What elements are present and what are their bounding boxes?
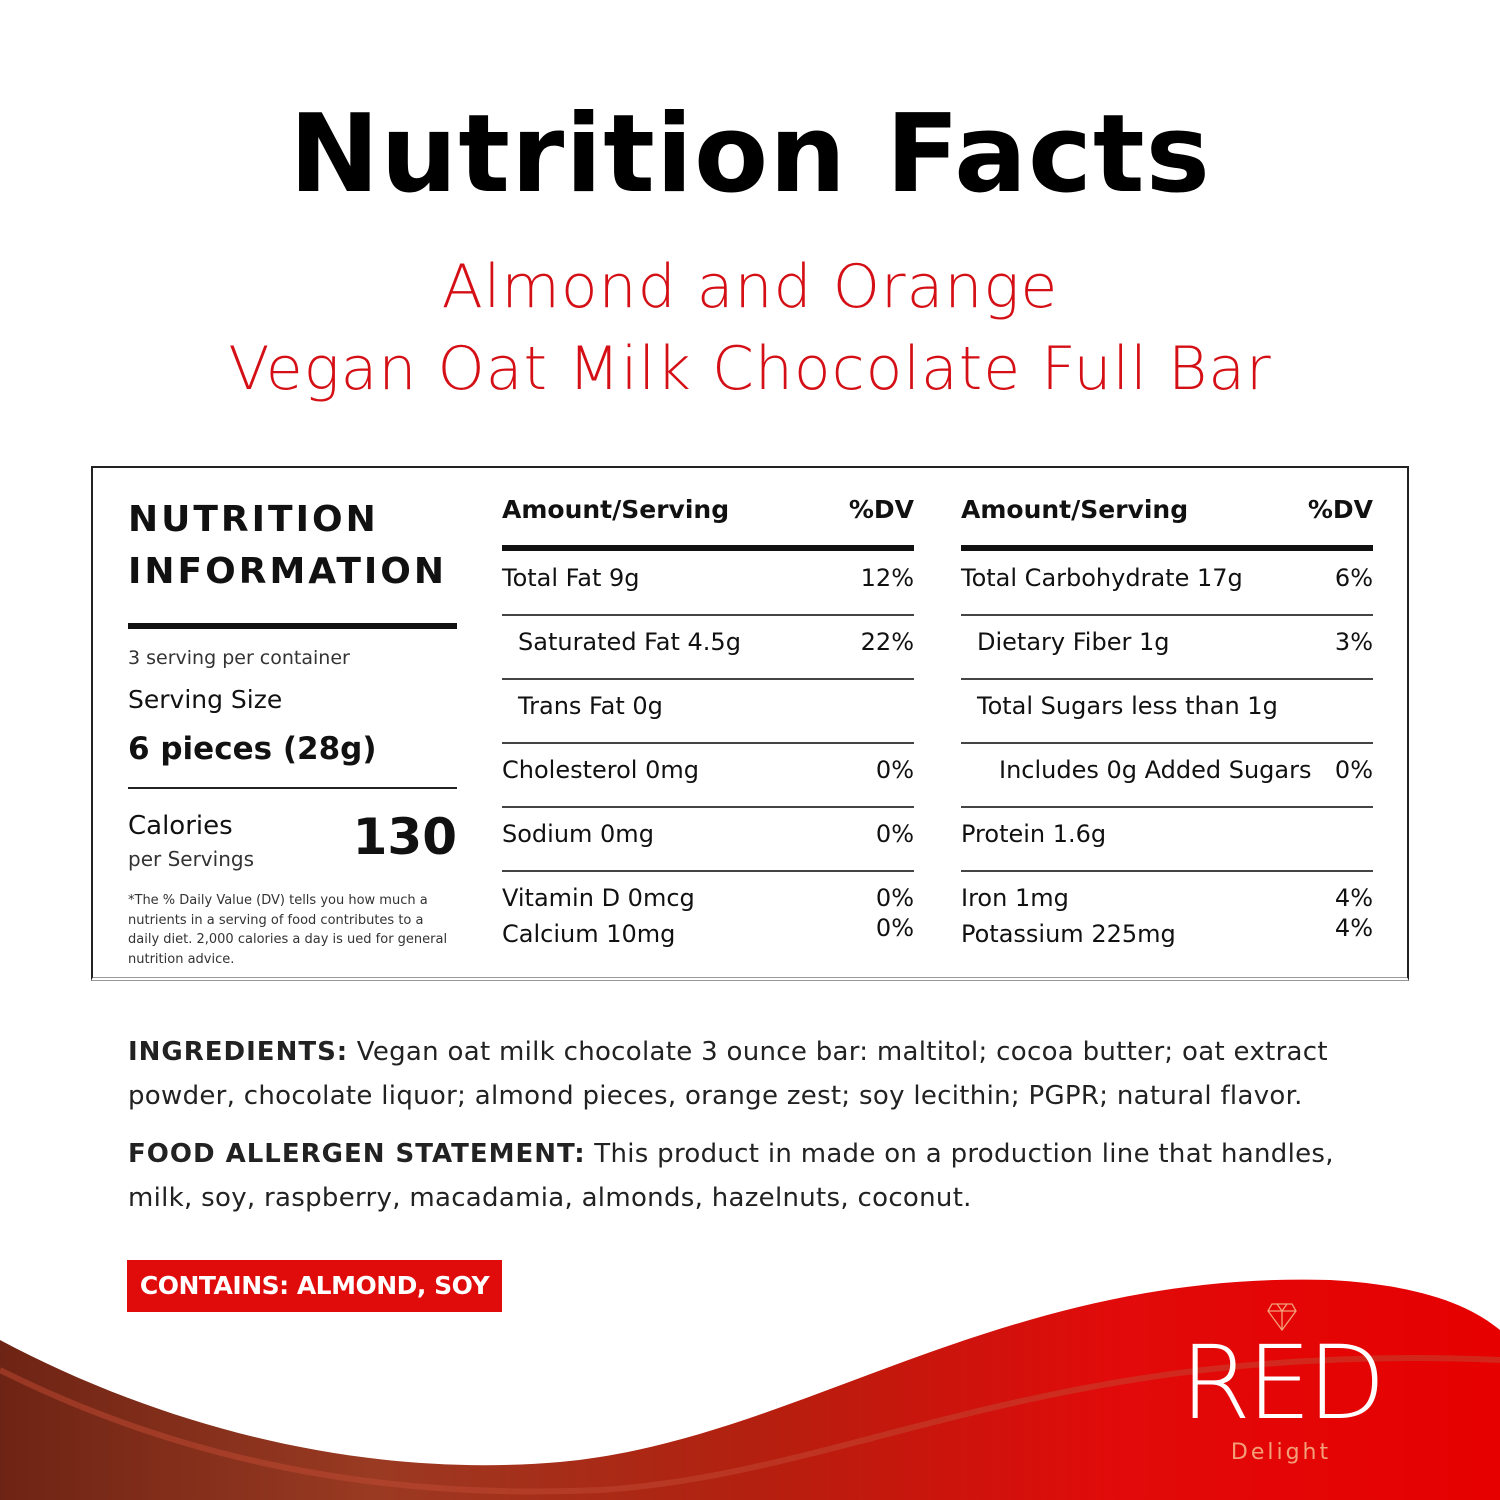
nutrient-label: Total Carbohydrate 17g bbox=[961, 564, 1243, 592]
nutrient-label: Total Fat 9g bbox=[502, 564, 640, 592]
nutrient-dv: 4% bbox=[1334, 914, 1373, 942]
nutrient-dv: 0% bbox=[875, 884, 914, 912]
nutrition-panel bbox=[91, 466, 1409, 981]
nutrient-label: Includes 0g Added Sugars bbox=[999, 756, 1312, 784]
heading-line: INFORMATION bbox=[128, 551, 448, 592]
divider bbox=[961, 806, 1373, 808]
divider bbox=[961, 870, 1373, 872]
divider bbox=[961, 678, 1373, 680]
nutrient-dv: 22% bbox=[860, 628, 914, 656]
nutrient-label: Potassium 225mg bbox=[961, 920, 1176, 948]
nutrient-label: Calcium 10mg bbox=[502, 920, 676, 948]
allergen-text: This product in made on a production lin… bbox=[128, 1139, 1334, 1213]
calories-sublabel: per Servings bbox=[128, 847, 254, 871]
calories-label: Calories bbox=[128, 811, 233, 841]
ingredients-text: Vegan oat milk chocolate 3 ounce bar: ma… bbox=[128, 1037, 1328, 1111]
amount-header: Amount/Serving bbox=[961, 495, 1189, 524]
allergen-statement: FOOD ALLERGEN STATEMENT: This product in… bbox=[128, 1132, 1378, 1220]
diamond-icon bbox=[1267, 1303, 1297, 1332]
servings-per-container: 3 serving per container bbox=[128, 647, 350, 669]
product-flavor: Almond and Orange bbox=[441, 252, 1059, 322]
nutrient-dv: 0% bbox=[875, 914, 914, 942]
contains-badge: CONTAINS: ALMOND, SOY bbox=[127, 1260, 502, 1312]
dv-header: %DV bbox=[848, 495, 914, 524]
nutrient-label: Sodium 0mg bbox=[502, 820, 654, 848]
nutrient-dv: 4% bbox=[1334, 884, 1373, 912]
page-title: Nutrition Facts bbox=[289, 92, 1211, 217]
ingredients: INGREDIENTS: Vegan oat milk chocolate 3 … bbox=[128, 1030, 1378, 1118]
dv-footnote: *The % Daily Value (DV) tells you how mu… bbox=[128, 893, 448, 967]
nutrient-label: Saturated Fat 4.5g bbox=[518, 628, 741, 656]
nutrient-label: Iron 1mg bbox=[961, 884, 1069, 912]
nutrient-label: Cholesterol 0mg bbox=[502, 756, 699, 784]
amount-header: Amount/Serving bbox=[502, 495, 730, 524]
divider bbox=[502, 742, 914, 744]
panel-heading: NUTRITION INFORMATION bbox=[128, 494, 447, 598]
nutrient-label: Protein 1.6g bbox=[961, 820, 1107, 848]
divider bbox=[128, 623, 457, 629]
divider bbox=[502, 678, 914, 680]
nutrient-dv: 0% bbox=[875, 820, 914, 848]
divider bbox=[128, 787, 457, 789]
calories-value: 130 bbox=[352, 808, 457, 866]
brand-tagline: Delight bbox=[1230, 1440, 1332, 1465]
allergen-label: FOOD ALLERGEN STATEMENT: bbox=[128, 1139, 586, 1169]
heading-line: NUTRITION bbox=[128, 499, 379, 540]
ingredients-label: INGREDIENTS: bbox=[128, 1037, 349, 1067]
divider bbox=[961, 742, 1373, 744]
divider bbox=[961, 614, 1373, 616]
nutrient-dv: 12% bbox=[860, 564, 914, 592]
nutrient-label: Trans Fat 0g bbox=[518, 692, 663, 720]
nutrient-dv: 3% bbox=[1334, 628, 1373, 656]
brand-logo: RED bbox=[1180, 1324, 1386, 1443]
divider bbox=[502, 614, 914, 616]
serving-size-label: Serving Size bbox=[128, 685, 283, 714]
divider bbox=[502, 870, 914, 872]
nutrient-label: Vitamin D 0mcg bbox=[502, 884, 695, 912]
product-name: Vegan Oat Milk Chocolate Full Bar bbox=[228, 334, 1272, 404]
nutrient-dv: 0% bbox=[875, 756, 914, 784]
divider bbox=[502, 806, 914, 808]
nutrient-dv: 0% bbox=[1334, 756, 1373, 784]
dv-header: %DV bbox=[1307, 495, 1373, 524]
nutrient-label: Dietary Fiber 1g bbox=[977, 628, 1170, 656]
divider bbox=[961, 545, 1373, 551]
chocolate-wave bbox=[0, 1279, 1500, 1500]
nutrient-dv: 6% bbox=[1334, 564, 1373, 592]
nutrient-label: Total Sugars less than 1g bbox=[977, 692, 1278, 720]
divider bbox=[502, 545, 914, 551]
serving-size-value: 6 pieces (28g) bbox=[128, 731, 377, 767]
